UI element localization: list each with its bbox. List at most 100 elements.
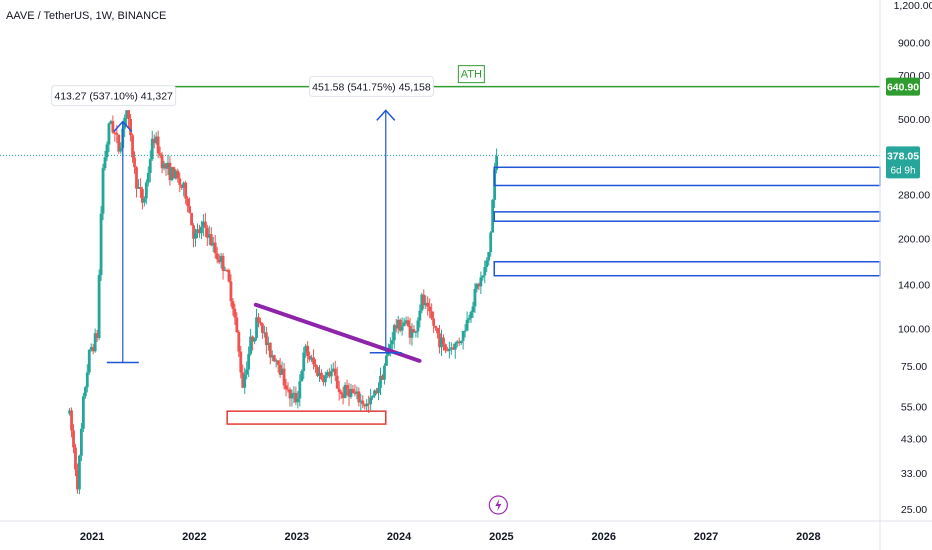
candle-body (162, 163, 166, 169)
candle-body (93, 333, 97, 352)
candle-body (388, 344, 392, 351)
time-axis: 2021 2022 2023 2024 2025 2026 2027 2028 (0, 495, 932, 543)
candle-body (384, 355, 388, 366)
candle-body (148, 159, 152, 173)
measure-1-head (113, 120, 133, 133)
candle-body (394, 325, 398, 329)
x-tick-label: 2027 (694, 531, 718, 543)
candle-body (95, 333, 99, 338)
candle-body (438, 333, 441, 348)
candles-group (68, 110, 498, 495)
candle-body (333, 368, 337, 376)
annotations-group: ATH 413.27 (537.10%) 41,327 451.58 (541.75… (0, 65, 881, 425)
candle-body (89, 347, 93, 350)
candle-body (280, 368, 284, 375)
candle-body (481, 275, 485, 278)
candle-body (345, 385, 349, 390)
candle-body (416, 320, 420, 332)
candle-body (137, 187, 140, 189)
candle-body (247, 354, 251, 370)
ath-price-badge (886, 77, 920, 96)
candle-body (274, 360, 278, 362)
candle-body (489, 232, 493, 253)
candle-body (363, 404, 367, 407)
measure-1-label-box (51, 85, 177, 107)
candle-body (170, 167, 174, 181)
candle-body (479, 277, 483, 287)
candle-body (457, 341, 461, 344)
y-tick-label: 43.00 (901, 433, 927, 445)
candle-body (113, 132, 117, 134)
candle-body (414, 331, 418, 333)
candle-body (390, 340, 394, 345)
candle-body (461, 331, 465, 341)
candle-body (445, 350, 449, 352)
candle-body (381, 375, 384, 380)
candle-body (398, 319, 402, 331)
candle-body (428, 306, 432, 312)
candle-body (201, 221, 205, 227)
candle-body (270, 355, 274, 358)
y-tick-label: 33.00 (901, 468, 927, 480)
candle-body (392, 325, 396, 341)
ath-label: ATH (461, 69, 482, 81)
candle-body (337, 388, 341, 393)
candle-body (152, 138, 156, 144)
candle-body (327, 372, 331, 377)
x-tick-label: 2025 (489, 531, 513, 543)
candle-body (249, 336, 253, 355)
candle-body (276, 360, 280, 365)
candle-body (203, 221, 207, 228)
candle-body (87, 349, 91, 373)
candle-body (166, 162, 170, 169)
candle-body (371, 395, 375, 398)
candle-body (168, 162, 172, 181)
candle-body (85, 372, 89, 388)
candle-body (404, 320, 408, 323)
candle-body (200, 226, 203, 234)
candle-body (329, 371, 333, 377)
candle-body (463, 330, 467, 332)
candle-body (304, 345, 308, 353)
candle-body (186, 198, 190, 207)
candle-body (306, 345, 310, 356)
x-tick-label: 2022 (182, 531, 206, 543)
candle-body (424, 302, 428, 306)
candle-body (449, 347, 453, 349)
candle-body (259, 322, 262, 324)
candle-body (205, 227, 209, 238)
candle-body (68, 410, 71, 414)
y-tick-label: 25.00 (901, 504, 927, 516)
y-tick-label: 500.00 (898, 114, 930, 126)
candle-body (331, 368, 335, 372)
candle-body (164, 163, 168, 169)
candle-body (156, 136, 160, 154)
candle-body (188, 206, 192, 213)
candle-body (475, 284, 479, 289)
candle-body (375, 390, 378, 394)
candle-body (455, 341, 459, 344)
candle-body (302, 352, 306, 372)
candle-body (209, 234, 213, 246)
candle-body (135, 167, 138, 189)
candle-body (322, 379, 325, 383)
candle-body (459, 340, 463, 344)
candle-body (447, 348, 451, 351)
candle-body (314, 364, 317, 368)
candle-body (335, 375, 339, 389)
candle-body (79, 428, 83, 456)
y-tick-label: 280.00 (898, 189, 930, 201)
candle-body (473, 288, 477, 307)
candle-body (111, 121, 115, 133)
candle-body (83, 387, 87, 397)
candle-body (261, 323, 264, 333)
candle-body (483, 267, 487, 276)
candle-body (150, 138, 154, 160)
candle-body (160, 154, 164, 169)
candle-body (74, 447, 77, 470)
x-tick-label: 2026 (591, 531, 615, 543)
candle-body (154, 136, 158, 144)
descending-trendline (253, 302, 422, 363)
candle-body (451, 347, 455, 350)
